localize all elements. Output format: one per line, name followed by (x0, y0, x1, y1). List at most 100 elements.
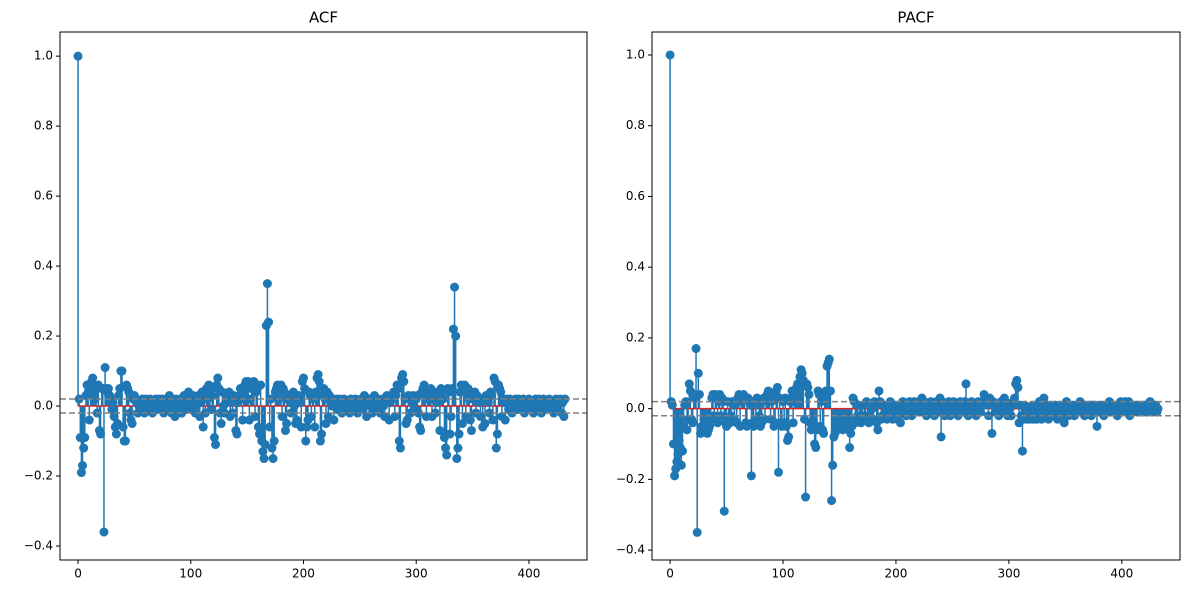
stem-marker (1010, 393, 1020, 403)
y-tick-label: −0.4 (616, 543, 645, 557)
stem-marker (399, 377, 409, 387)
chart-title: PACF (897, 9, 934, 27)
stem-marker (684, 379, 694, 389)
stem-marker (713, 418, 723, 428)
y-tick-label: 0.0 (626, 401, 645, 415)
stem-marker (313, 370, 323, 380)
stem-marker (961, 379, 971, 389)
stem-marker (874, 386, 884, 396)
stem-marker (746, 471, 756, 481)
stem-marker (1092, 421, 1102, 431)
y-tick-label: −0.2 (616, 472, 645, 486)
stem-marker (301, 436, 311, 446)
stem-marker (115, 384, 125, 394)
stem-marker (1039, 393, 1049, 403)
stem-marker (480, 419, 490, 429)
stem-marker (262, 279, 272, 289)
stem-marker (249, 377, 259, 387)
stem-marker (416, 426, 426, 436)
stem-marker (311, 387, 321, 397)
stem-marker (127, 419, 137, 429)
stem-marker (164, 391, 174, 401)
stem-marker (329, 415, 339, 425)
stem-marker (394, 436, 404, 446)
stem-marker (475, 412, 485, 422)
stem-marker (824, 354, 834, 364)
stem-marker (314, 377, 324, 387)
stem-marker (103, 384, 113, 394)
stem-marker (828, 460, 838, 470)
stem-marker (820, 393, 830, 403)
stem-marker (665, 50, 675, 60)
y-tick-label: 0.8 (34, 119, 53, 133)
stem-marker (827, 496, 837, 506)
stem-marker (259, 454, 269, 464)
stem-marker (676, 460, 686, 470)
x-tick-label: 400 (1110, 567, 1133, 581)
stem-marker (781, 421, 791, 431)
y-tick-label: 1.0 (626, 47, 645, 61)
x-tick-label: 400 (517, 567, 540, 581)
stem-marker (196, 398, 206, 408)
stem-marker (895, 418, 905, 428)
stem-marker (402, 415, 412, 425)
stem-marker (463, 384, 473, 394)
stem-marker (430, 408, 440, 418)
stem-marker (976, 407, 986, 417)
stem-marker (292, 415, 302, 425)
stem-marker (487, 391, 497, 401)
stem-marker (395, 443, 405, 453)
stem-marker (1017, 446, 1027, 456)
stem-marker (379, 401, 389, 411)
stem-marker (692, 527, 702, 537)
stem-marker (719, 506, 729, 516)
stem-marker (390, 412, 400, 422)
stem-marker (88, 373, 98, 383)
y-tick-label: 0.6 (626, 189, 645, 203)
y-tick-label: 0.0 (34, 399, 53, 413)
stem-marker (206, 405, 216, 415)
stem-marker (99, 527, 109, 537)
stem-marker (447, 384, 457, 394)
stem-marker (500, 415, 510, 425)
stem-marker (258, 447, 268, 457)
x-tick-label: 0 (666, 567, 674, 581)
axes-frame (59, 31, 588, 561)
stem-marker (209, 433, 219, 443)
stem-marker (466, 426, 476, 436)
stem-marker (125, 408, 135, 418)
x-tick-label: 300 (997, 567, 1020, 581)
stem-marker (768, 393, 778, 403)
stem-marker (446, 412, 456, 422)
stem-marker (264, 317, 274, 327)
stem-marker (317, 429, 327, 439)
stem-marker (451, 331, 461, 341)
stem-marker (239, 391, 249, 401)
stem-marker (108, 398, 118, 408)
stem-marker (801, 492, 811, 502)
stem-marker (794, 382, 804, 392)
stem-marker (915, 407, 925, 417)
stem-marker (453, 443, 463, 453)
stem-marker (170, 412, 180, 422)
stem-marker (803, 382, 813, 392)
stem-marker (681, 397, 691, 407)
stem-marker (117, 366, 127, 376)
stem-marker (804, 389, 814, 399)
stem-marker (90, 394, 100, 404)
x-tick-label: 100 (179, 567, 202, 581)
stem-marker (114, 391, 124, 401)
stem-marker (688, 418, 698, 428)
stem-marker (491, 443, 501, 453)
stem-marker (216, 419, 226, 429)
stem-marker (987, 428, 997, 438)
stem-marker (207, 391, 217, 401)
stem-marker (357, 405, 367, 415)
y-tick-label: 0.8 (626, 118, 645, 132)
stem-marker (811, 443, 821, 453)
stem-marker (667, 400, 677, 410)
x-tick-label: 200 (884, 567, 907, 581)
stem-marker (492, 429, 502, 439)
stem-marker (677, 446, 687, 456)
stem-marker (809, 418, 819, 428)
